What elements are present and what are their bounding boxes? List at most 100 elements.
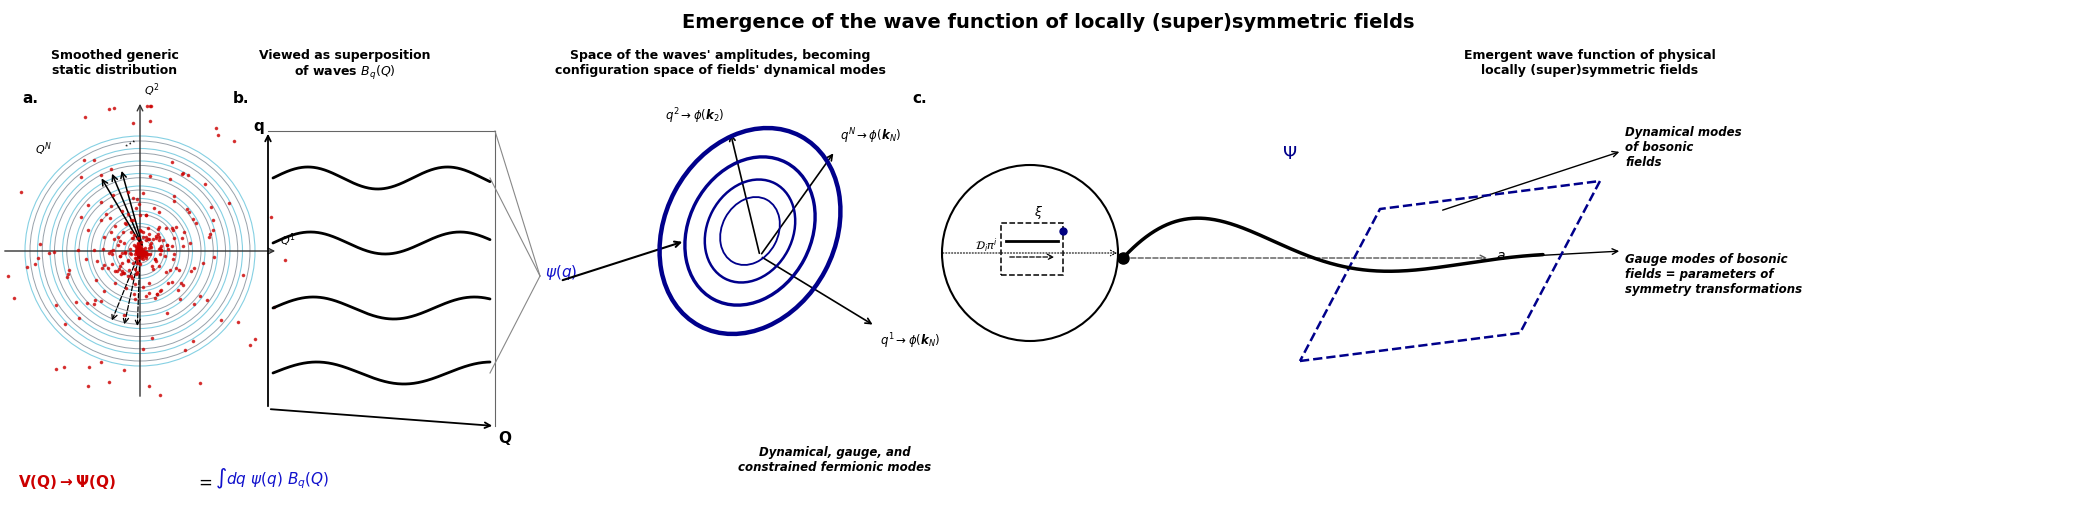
Point [92,378,126,387]
Point [166,170,199,179]
Point [111,188,145,196]
Bar [1002,223,1063,275]
Point [126,253,159,262]
Point [197,226,231,234]
Point [176,215,210,224]
Point [109,219,143,228]
Point [145,242,178,250]
Point [157,255,191,263]
Point [166,169,199,177]
Point [92,264,126,272]
Point [149,224,182,232]
Point [23,240,57,249]
Point [63,314,96,322]
Point [143,224,176,232]
Point [109,248,143,256]
Point [119,249,153,257]
Point [40,301,73,309]
Text: Q: Q [499,431,511,446]
Point [122,253,155,261]
Text: $\Psi$: $\Psi$ [1283,145,1297,163]
Point [107,219,140,228]
Point [182,379,216,387]
Point [117,250,151,258]
Point [124,246,157,254]
Point [161,286,195,294]
Point [128,248,161,256]
Point [166,281,199,290]
Point [111,271,145,280]
Point [103,252,136,260]
Point [78,156,111,165]
Text: $\mathcal{D}_i \pi^i$: $\mathcal{D}_i \pi^i$ [975,237,998,255]
Point [122,250,155,258]
Point [67,156,101,164]
Point [117,290,151,298]
Point [134,243,168,252]
Point [117,295,151,303]
Point [132,382,166,390]
Point [65,213,99,221]
Point [122,245,155,253]
Point [153,266,187,275]
Point [88,261,122,269]
Point [119,248,153,256]
Point [182,292,216,300]
Point [134,250,168,258]
Point [199,123,233,132]
Point [254,213,287,221]
Point [124,200,157,208]
Point [124,254,157,263]
Point [92,214,126,222]
Point [233,341,266,350]
Point [187,259,220,267]
Point [78,296,111,304]
Point [113,250,147,258]
Point [105,267,138,276]
Point [119,256,153,264]
Point [107,228,140,236]
Point [203,316,237,324]
Point [128,248,161,256]
Point [115,274,149,282]
Point [155,224,189,232]
Point [136,235,170,243]
Point [40,365,73,374]
Point [126,345,159,354]
Point [126,251,159,259]
Point [189,180,222,189]
Point [122,246,155,254]
Point [128,249,161,257]
Point [119,280,153,288]
Point [107,311,140,319]
Point [168,228,201,236]
Text: Dynamical modes
of bosonic
fields: Dynamical modes of bosonic fields [1624,126,1742,169]
Point [124,246,157,254]
Text: $=$: $=$ [195,473,212,491]
Point [222,318,256,326]
Point [178,219,212,227]
Point [122,240,155,249]
Point [197,253,231,261]
Point [107,239,140,247]
Point [122,250,155,258]
Point [151,308,184,317]
Point [86,264,119,272]
Point [113,249,147,257]
Point [80,275,113,283]
Point [195,203,228,211]
Point [119,204,153,212]
Point [122,241,155,249]
Point [103,265,136,274]
Text: Smoothed generic
static distribution: Smoothed generic static distribution [50,49,178,77]
Point [119,242,153,251]
Point [115,216,149,224]
Text: Gauge modes of bosonic
fields = parameters of
symmetry transformations: Gauge modes of bosonic fields = paramete… [1624,253,1803,296]
Point [128,249,161,257]
Point [166,234,199,242]
Point [94,202,128,210]
Point [88,233,122,241]
Point [96,250,130,258]
Point [122,240,155,248]
Point [124,259,157,268]
